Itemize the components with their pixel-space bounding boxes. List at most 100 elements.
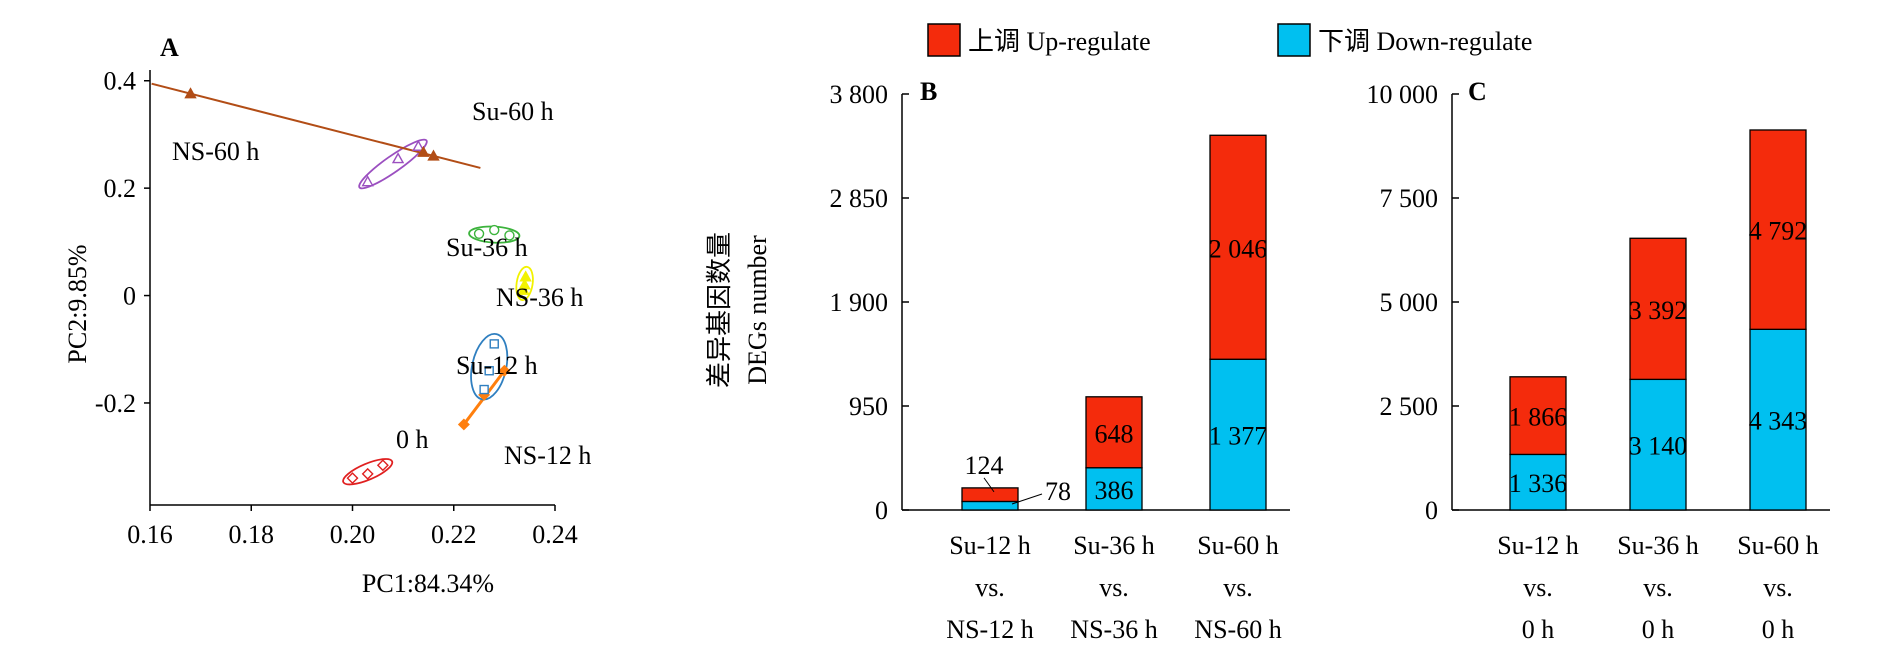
group-ns-36-h-point xyxy=(518,278,531,290)
group-label-0-h: 0 h xyxy=(396,425,429,454)
panel-b-categories: Su-12 h vs. NS-12 h Su-36 h vs. NS-36 h Su-60 … xyxy=(946,531,1281,644)
panel-c-label-up: 1 866 xyxy=(1509,403,1568,432)
panel-a-letter: A xyxy=(160,33,179,62)
panel-c-category-label: Su-60 h xyxy=(1737,531,1819,560)
group-label-su-36-h: Su-36 h xyxy=(446,233,528,262)
group-label-su-60-h: Su-60 h xyxy=(472,97,554,126)
panel-c-category-label: Su-36 h xyxy=(1617,531,1699,560)
group-ns-36-h-point xyxy=(519,270,532,282)
panel-c-bar-down xyxy=(1629,378,1687,511)
panel-b-category-label: vs. xyxy=(1099,573,1129,602)
panel-c-letter: C xyxy=(1468,77,1487,106)
panel-b-y-tick-label: 3 800 xyxy=(830,80,889,109)
panel-c-y-tick-label: 5 000 xyxy=(1380,288,1439,317)
panel-a-y-tick-label: 0.4 xyxy=(104,67,137,96)
panel-a-ylabel: PC2:9.85% xyxy=(63,244,92,363)
group-su-36-h-point xyxy=(504,230,515,241)
panel-b-category-label: NS-60 h xyxy=(1194,615,1281,644)
shared-ylabel-line1: 差异基因数量 xyxy=(705,232,734,388)
group-0-h-point xyxy=(346,472,359,485)
panel-c-bar-up xyxy=(1749,129,1807,330)
panel-a-x-tick-label: 0.18 xyxy=(229,520,275,549)
panel-a-x-tick-label: 0.16 xyxy=(127,520,173,549)
panel-c-category-label: 0 h xyxy=(1522,615,1555,644)
group-su-36-h-point xyxy=(489,224,500,236)
panel-b-label-down: 386 xyxy=(1095,476,1134,505)
panel-c-category-label: 0 h xyxy=(1762,615,1795,644)
panel-c-category-label: Su-12 h xyxy=(1497,531,1579,560)
group-label-ns-12-h: NS-12 h xyxy=(504,441,591,470)
panel-b-label-up: 2 046 xyxy=(1209,234,1268,263)
panel-b-category-label: NS-36 h xyxy=(1070,615,1157,644)
legend-up-label: 上调 Up-regulate xyxy=(968,27,1151,56)
panel-c-y-tick-label: 7 500 xyxy=(1380,184,1439,213)
panel-b: B 0 950 1 900 2 850 3 800 124 78 648 386 2 046 1 … xyxy=(830,77,1290,644)
panel-c-label-down: 3 140 xyxy=(1629,432,1688,461)
group-ns-36-h-point xyxy=(517,283,530,295)
panel-c-category-label: 0 h xyxy=(1642,615,1675,644)
group-ns-60-h-point xyxy=(427,149,440,161)
panel-a-y-tick-label: 0.2 xyxy=(104,174,137,203)
group-su-12-h-point xyxy=(484,366,494,376)
panel-b-bar-up xyxy=(1209,134,1267,360)
group-ns-60-h-point xyxy=(184,87,197,99)
panel-b-category-label: vs. xyxy=(1223,573,1253,602)
panel-c-bar-down xyxy=(1509,453,1567,511)
panel-c-label-up: 4 792 xyxy=(1749,217,1808,246)
group-su-60-h-point xyxy=(391,152,405,164)
legend-down-label: 下调 Down-regulate xyxy=(1318,27,1532,56)
panel-b-bar-up xyxy=(1085,396,1143,469)
group-label-ns-36-h: NS-36 h xyxy=(496,283,583,312)
group-su-60-h-point xyxy=(361,175,374,187)
group-su-60-h-ellipse xyxy=(358,138,428,190)
panel-c: C 0 2 500 5 000 7 500 10 000 1 866 1 336 3 392… xyxy=(1367,77,1830,644)
group-ns-12-h-point xyxy=(457,418,470,431)
panel-b-label-up: 124 xyxy=(965,451,1004,480)
panel-a-y-tick-label: 0 xyxy=(123,282,136,311)
panel-c-label-down: 4 343 xyxy=(1749,407,1808,436)
panel-c-bar-up xyxy=(1509,376,1567,456)
group-label-ns-60-h: NS-60 h xyxy=(172,137,259,166)
panel-b-category-label: NS-12 h xyxy=(946,615,1033,644)
panel-b-label-down: 78 xyxy=(1045,477,1071,506)
panel-c-category-label: vs. xyxy=(1643,573,1673,602)
group-su-12-h-point xyxy=(489,339,499,349)
shared-ylabel-line2: DEGs number xyxy=(743,235,772,385)
panel-c-bars: 1 866 1 336 3 392 3 140 4 792 4 343 xyxy=(1509,129,1808,511)
panel-b-category-label: Su-12 h xyxy=(949,531,1031,560)
panel-c-y-tick-label: 0 xyxy=(1425,496,1438,525)
panel-b-y-tick-label: 0 xyxy=(875,496,888,525)
legend-down-swatch xyxy=(1277,23,1311,57)
panel-c-categories: Su-12 h vs. 0 h Su-36 h vs. 0 h Su-60 h vs. 0 h xyxy=(1497,531,1819,644)
legend-up-swatch xyxy=(927,23,961,57)
group-su-36-h-point xyxy=(473,228,485,239)
group-su-12-h-point xyxy=(479,384,489,395)
panel-b-category-label: Su-60 h xyxy=(1197,531,1279,560)
panel-a: A 0.16 0.18 0.20 0.22 0.240.40.20-0.2 0 hNS-… xyxy=(63,33,591,598)
panel-c-category-label: vs. xyxy=(1523,573,1553,602)
group-ns-36-h-ellipse xyxy=(515,265,534,302)
panel-b-y-tick-label: 950 xyxy=(849,392,888,421)
panel-a-x-tick-label: 0.20 xyxy=(330,520,376,549)
panel-b-y-tick-label: 2 850 xyxy=(830,184,889,213)
panel-b-bar-down xyxy=(961,500,1019,511)
group-label-su-12-h: Su-12 h xyxy=(456,351,538,380)
panel-b-label-down-leader xyxy=(1011,493,1043,505)
panel-b-label-up: 648 xyxy=(1095,419,1134,448)
panel-c-label-down: 1 336 xyxy=(1509,469,1568,498)
group-su-60-h-point xyxy=(412,139,425,151)
panel-c-ticks: 0 2 500 5 000 7 500 10 000 xyxy=(1367,80,1459,525)
panel-a-x-tick-label: 0.24 xyxy=(532,520,578,549)
panel-a-y-tick-label: -0.2 xyxy=(95,389,136,418)
panel-c-label-up: 3 392 xyxy=(1629,296,1688,325)
group-0-h-point xyxy=(376,459,389,472)
panel-b-bars: 124 78 648 386 2 046 1 377 xyxy=(961,134,1268,511)
panel-a-xlabel: PC1:84.34% xyxy=(362,569,494,598)
panel-b-label-up-leader xyxy=(983,477,995,493)
panel-b-ticks: 0 950 1 900 2 850 3 800 xyxy=(830,80,909,525)
panel-a-x-tick-label: 0.22 xyxy=(431,520,477,549)
panel-a-group-labels: 0 h NS-12 h Su-12 h NS-36 h Su-36 h Su-60 h NS… xyxy=(172,97,591,470)
panel-b-label-down: 1 377 xyxy=(1209,422,1268,451)
